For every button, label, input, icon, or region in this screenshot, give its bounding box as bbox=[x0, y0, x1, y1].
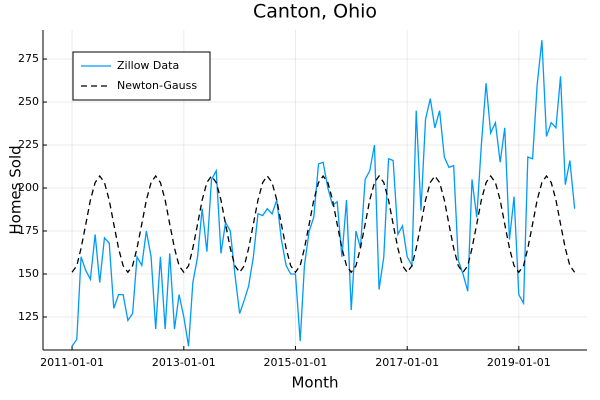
x-axis-label: Month bbox=[291, 374, 338, 392]
series-line bbox=[71, 40, 576, 347]
y-tick-label: 200 bbox=[18, 181, 39, 194]
y-tick-label: 150 bbox=[18, 267, 39, 280]
chart-title: Canton, Ohio bbox=[253, 1, 377, 23]
legend-label: Newton-Gauss bbox=[117, 79, 197, 92]
x-tick-label: 2013-01-01 bbox=[152, 356, 216, 369]
y-tick-label: 125 bbox=[18, 310, 39, 323]
legend-box bbox=[72, 51, 211, 101]
x-tick-label: 2019-01-01 bbox=[487, 356, 551, 369]
x-tick-label: 2015-01-01 bbox=[263, 356, 327, 369]
x-tick-label: 2017-01-01 bbox=[375, 356, 439, 369]
y-tick-label: 275 bbox=[18, 52, 39, 65]
series-line bbox=[71, 174, 576, 274]
y-tick-label: 225 bbox=[18, 138, 39, 151]
y-tick-label: 250 bbox=[18, 95, 39, 108]
y-axis-label: Homes Sold bbox=[7, 145, 25, 234]
y-tick-label: 175 bbox=[18, 224, 39, 237]
x-tick-label: 2011-01-01 bbox=[40, 356, 104, 369]
legend-label: Zillow Data bbox=[117, 59, 179, 72]
